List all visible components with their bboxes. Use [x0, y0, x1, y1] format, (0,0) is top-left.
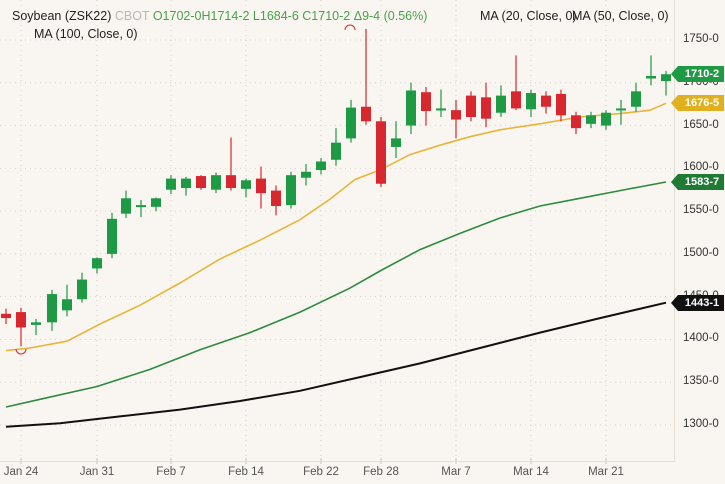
date-tick-label: Feb 7 — [156, 466, 186, 478]
last-price-tag: 1583-7 — [671, 174, 724, 191]
chart-legend: Soybean (ZSK22) CBOT O1702-0H1714-2 L168… — [12, 9, 427, 23]
date-tick-label: Mar 14 — [513, 466, 549, 478]
change-value: Δ9-4 (0.56%) — [353, 9, 428, 23]
ma100-legend[interactable]: MA (100, Close, 0) — [34, 27, 138, 41]
grid-lines — [0, 0, 675, 464]
last-price-tag: 1443-1 — [671, 294, 724, 311]
close-value: C1710-2 — [302, 9, 351, 23]
price-tick-label: 1350-0 — [683, 375, 719, 388]
plot-area[interactable] — [0, 0, 675, 462]
price-tick-label: 1550-0 — [683, 204, 719, 217]
moving-average-lines — [5, 102, 667, 428]
high-value: H1714-2 — [201, 9, 250, 23]
symbol-label: Soybean (ZSK22) — [12, 9, 112, 23]
date-tick-label: Mar 21 — [588, 466, 624, 478]
date-tick-label: Jan 24 — [3, 466, 39, 478]
date-tick-label: Feb 22 — [303, 466, 339, 478]
date-tick-label: Mar 7 — [441, 466, 471, 478]
last-price-tag: 1676-5 — [671, 94, 724, 111]
candlesticks — [1, 28, 671, 347]
price-tick-label: 1600-0 — [683, 161, 719, 174]
price-tick-label: 1400-0 — [683, 332, 719, 345]
date-tick-label: Feb 14 — [228, 466, 264, 478]
date-tick-label: Jan 31 — [79, 466, 115, 478]
low-value: L1684-6 — [252, 9, 299, 23]
open-value: O1702-0 — [152, 9, 202, 23]
price-tick-label: 1650-0 — [683, 118, 719, 131]
date-tick-label: Feb 28 — [363, 466, 399, 478]
last-price-tag: 1710-2 — [671, 66, 724, 82]
exchange-label: CBOT — [114, 9, 150, 23]
high-low-markers — [15, 24, 356, 355]
price-tick-label: 1750-0 — [683, 33, 719, 45]
ma20-legend[interactable]: MA (20, Close, 0) — [480, 9, 577, 23]
price-tick-label: 1300-0 — [683, 418, 719, 430]
ma50-legend[interactable]: MA (50, Close, 0) — [572, 9, 669, 23]
price-tick-label: 1500-0 — [683, 246, 719, 259]
